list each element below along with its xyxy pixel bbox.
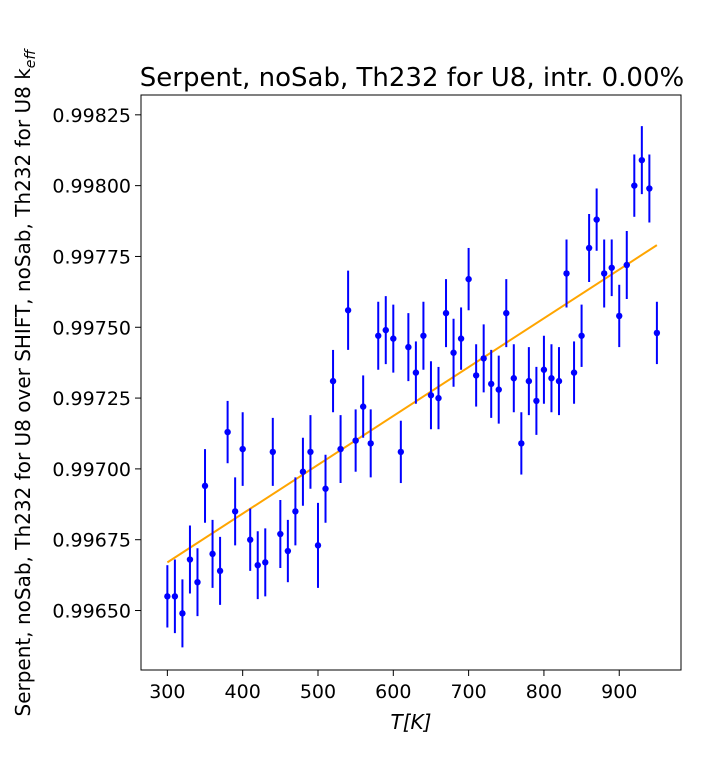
data-point <box>231 508 239 515</box>
data-point <box>201 482 209 490</box>
data-point <box>495 386 502 393</box>
data-point <box>503 309 510 317</box>
data-point <box>322 485 329 492</box>
data-point <box>292 508 299 515</box>
data-point <box>548 375 555 382</box>
data-point <box>472 372 480 379</box>
data-point <box>307 448 314 456</box>
data-point <box>480 355 487 362</box>
data-point <box>359 403 367 410</box>
data-point <box>510 375 518 382</box>
data-point <box>344 307 352 314</box>
data-point <box>337 445 344 453</box>
x-axis: 300 400 500 600 700 800 900 <box>149 670 637 703</box>
data-point <box>653 329 661 337</box>
data-point <box>382 326 389 334</box>
data-point <box>314 542 322 549</box>
data-point <box>397 448 405 456</box>
x-tick-label: 300 <box>149 681 185 703</box>
data-point <box>593 216 600 223</box>
plot-area <box>141 95 681 670</box>
data-point <box>299 468 307 475</box>
y-tick-label: 0.99775 <box>52 246 131 268</box>
data-point <box>563 270 570 277</box>
x-tick-label: 400 <box>225 681 261 703</box>
y-tick-label: 0.99750 <box>52 317 131 339</box>
data-point <box>435 394 442 402</box>
data-point <box>284 547 292 555</box>
data-point <box>390 335 397 342</box>
data-point <box>375 332 382 339</box>
data-point <box>533 397 540 405</box>
fit-line-series <box>166 244 658 564</box>
data-point <box>608 264 615 271</box>
data-point <box>224 428 231 436</box>
data-point <box>616 312 623 320</box>
data-point <box>570 369 578 376</box>
data-point <box>352 437 359 444</box>
data-point <box>262 559 269 566</box>
data-point <box>555 377 563 385</box>
data-point <box>646 185 653 192</box>
data-point <box>186 556 194 563</box>
data-point <box>171 593 179 600</box>
y-tick-label: 0.99825 <box>52 105 131 127</box>
data-point <box>405 343 412 351</box>
y-tick-label: 0.99725 <box>52 388 131 410</box>
data-point <box>518 440 525 447</box>
data-point <box>631 182 638 189</box>
data-point <box>465 275 472 283</box>
data-point <box>623 261 630 269</box>
y-tick-label: 0.99700 <box>52 459 131 481</box>
data-point <box>525 377 533 385</box>
data-point <box>179 610 186 617</box>
y-axis-label: Serpent, noSab, Th232 for U8 over SHIFT,… <box>11 48 39 717</box>
plot-frame <box>140 94 682 671</box>
x-tick-label: 800 <box>526 681 562 703</box>
data-point <box>269 448 276 456</box>
y-tick-label: 0.99675 <box>52 530 131 552</box>
data-point <box>277 530 284 538</box>
x-tick-label: 900 <box>601 681 637 703</box>
data-point <box>600 270 608 277</box>
data-point <box>209 550 216 558</box>
y-tick-label: 0.99650 <box>52 601 131 623</box>
data-point <box>194 578 201 586</box>
data-point <box>420 332 427 339</box>
y-axis: 0.99650 0.99675 0.99700 0.99725 0.99750 0.997… <box>52 105 141 623</box>
data-point <box>540 366 548 373</box>
data-point <box>488 380 495 388</box>
data-point <box>329 377 337 385</box>
data-point <box>367 440 374 447</box>
data-point <box>239 445 246 453</box>
data-point <box>216 567 224 575</box>
data-point <box>164 593 171 600</box>
y-tick-label: 0.99800 <box>52 176 131 198</box>
x-tick-label: 600 <box>375 681 411 703</box>
errorbar-series <box>164 126 661 648</box>
data-point <box>427 392 435 399</box>
data-point <box>585 244 593 252</box>
x-axis-label: T[K] <box>391 710 432 734</box>
data-point <box>578 332 585 339</box>
data-point <box>457 335 465 342</box>
x-tick-label: 500 <box>300 681 336 703</box>
data-point <box>412 369 420 376</box>
x-tick-label: 700 <box>450 681 486 703</box>
data-point <box>254 561 261 569</box>
chart-title: Serpent, noSab, Th232 for U8, intr. 0.00… <box>140 63 684 93</box>
data-point <box>450 349 457 356</box>
data-point <box>638 156 646 164</box>
data-point <box>442 309 450 317</box>
data-point <box>247 536 254 543</box>
fit-line <box>166 244 658 564</box>
